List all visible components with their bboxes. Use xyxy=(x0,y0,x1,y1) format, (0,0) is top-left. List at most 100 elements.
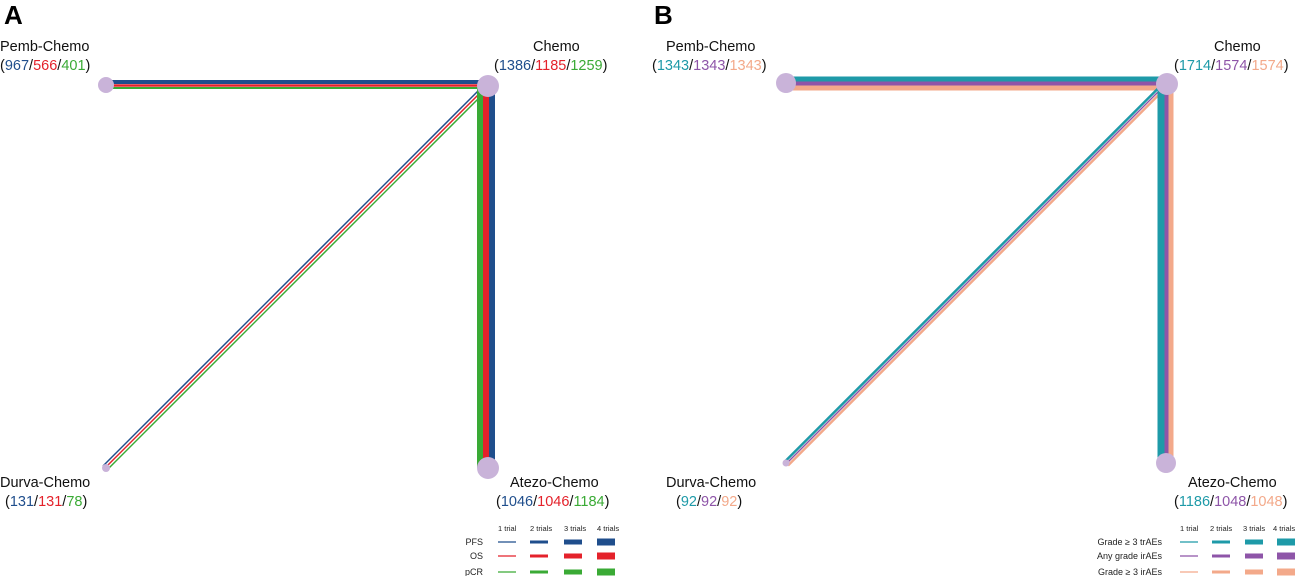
count-series3: 1343 xyxy=(729,58,761,74)
count-series1: 1186 xyxy=(1179,494,1210,510)
count-series2: 1185 xyxy=(535,58,566,74)
paren-close: ) xyxy=(82,494,87,510)
legend-b-row-2: Any grade irAEs xyxy=(1097,551,1163,561)
count-series1: 1343 xyxy=(657,58,689,74)
paren-close: ) xyxy=(605,494,610,510)
count-series3: 1259 xyxy=(570,58,602,74)
node-b-chemo-counts: (1714/1574/1574) xyxy=(1174,58,1289,74)
slash: / xyxy=(533,494,538,510)
count-series3: 1184 xyxy=(573,494,604,510)
count-series2: 92 xyxy=(701,494,717,510)
node-a-durva-counts: (131/131/78) xyxy=(5,494,87,510)
paren-close: ) xyxy=(1284,58,1289,74)
panel-a-legend: 1 trial 2 trials 3 trials 4 trials PFS O… xyxy=(465,524,619,576)
panel-a: A Pemb-Chemo (967/566/401) Chemo xyxy=(0,0,619,576)
paren-close: ) xyxy=(762,58,767,74)
paren-open: ( xyxy=(1174,58,1179,74)
node-b-durva-name: Durva-Chemo xyxy=(666,475,756,491)
node-a-chemo-counts: (1386/1185/1259) xyxy=(494,58,607,74)
legend-b-col-2: 2 trials xyxy=(1210,524,1232,533)
legend-a-col-2: 2 trials xyxy=(530,524,552,533)
node-a-chemo-name: Chemo xyxy=(533,39,580,55)
slash: / xyxy=(689,58,694,74)
node-b-atezo-counts: (1186/1048/1048) xyxy=(1174,494,1287,510)
count-series1: 967 xyxy=(5,58,29,74)
count-series2: 1343 xyxy=(693,58,725,74)
legend-b-swatches xyxy=(1180,538,1295,576)
legend-a-row-1: PFS xyxy=(465,537,483,547)
edge-a-durva-chemo-series3 xyxy=(107,86,491,470)
paren-close: ) xyxy=(86,58,91,74)
node-a-pemb xyxy=(98,77,114,93)
legend-a-col-3: 3 trials xyxy=(564,524,586,533)
node-a-pemb-name: Pemb-Chemo xyxy=(0,39,89,55)
count-series3: 92 xyxy=(721,494,737,510)
edge-b-durva-chemo-series3 xyxy=(787,84,1169,467)
slash: / xyxy=(1246,494,1251,510)
edge-b-durva-chemo-series2 xyxy=(785,83,1167,465)
panel-b-legend: 1 trial 2 trials 3 trials 4 trials Grade… xyxy=(1097,524,1295,576)
slash: / xyxy=(531,58,536,74)
panel-a-edges xyxy=(102,80,495,470)
node-b-atezo-name: Atezo-Chemo xyxy=(1188,475,1277,491)
node-b-pemb xyxy=(776,73,796,93)
count-series1: 131 xyxy=(10,494,34,510)
node-a-durva-name: Durva-Chemo xyxy=(0,475,90,491)
legend-a-col-4: 4 trials xyxy=(597,524,619,533)
slash: / xyxy=(62,494,67,510)
slash: / xyxy=(34,494,39,510)
slash: / xyxy=(57,58,62,74)
paren-close: ) xyxy=(737,494,742,510)
node-b-chemo-name: Chemo xyxy=(1214,39,1261,55)
paren-open: ( xyxy=(0,58,5,74)
node-a-durva xyxy=(102,464,110,472)
legend-a-swatches xyxy=(498,538,615,576)
node-b-pemb-name: Pemb-Chemo xyxy=(666,39,755,55)
slash: / xyxy=(1247,58,1252,74)
node-a-pemb-counts: (967/566/401) xyxy=(0,58,90,74)
legend-a-row-3: pCR xyxy=(465,567,484,576)
paren-open: ( xyxy=(496,494,501,510)
node-b-chemo xyxy=(1156,73,1178,95)
count-series3: 1574 xyxy=(1251,58,1283,74)
paren-open: ( xyxy=(676,494,681,510)
legend-b-col-1: 1 trial xyxy=(1180,524,1199,533)
node-b-pemb-counts: (1343/1343/1343) xyxy=(652,58,767,74)
paren-close: ) xyxy=(603,58,608,74)
count-series2: 131 xyxy=(38,494,62,510)
edge-a-durva-chemo-series2 xyxy=(104,84,489,469)
count-series1: 1386 xyxy=(499,58,531,74)
paren-open: ( xyxy=(1174,494,1179,510)
paren-open: ( xyxy=(5,494,10,510)
node-b-atezo xyxy=(1156,453,1176,473)
legend-b-row-1: Grade ≥ 3 trAEs xyxy=(1098,537,1163,547)
slash: / xyxy=(1210,494,1215,510)
count-series1: 1714 xyxy=(1179,58,1211,74)
slash: / xyxy=(569,494,574,510)
node-a-atezo xyxy=(477,457,499,479)
slash: / xyxy=(697,494,702,510)
slash: / xyxy=(717,494,722,510)
count-series2: 1048 xyxy=(1214,494,1246,510)
slash: / xyxy=(29,58,34,74)
legend-b-col-3: 3 trials xyxy=(1243,524,1265,533)
paren-open: ( xyxy=(652,58,657,74)
legend-a-row-2: OS xyxy=(470,551,483,561)
paren-open: ( xyxy=(494,58,499,74)
count-series1: 92 xyxy=(681,494,697,510)
count-series3: 78 xyxy=(66,494,82,510)
node-b-durva-counts: (92/92/92) xyxy=(676,494,742,510)
panel-b-letter: B xyxy=(654,0,673,30)
edge-a-durva-chemo-series1 xyxy=(102,83,486,467)
node-a-atezo-counts: (1046/1046/1184) xyxy=(496,494,609,510)
panel-b-edges xyxy=(783,76,1174,467)
slash: / xyxy=(1211,58,1216,74)
count-series2: 1046 xyxy=(537,494,569,510)
count-series1: 1046 xyxy=(501,494,533,510)
edge-b-durva-chemo-series1 xyxy=(783,81,1165,464)
legend-b-row-3: Grade ≥ 3 irAEs xyxy=(1098,567,1162,576)
paren-close: ) xyxy=(1283,494,1288,510)
node-b-durva xyxy=(782,459,790,467)
node-a-atezo-name: Atezo-Chemo xyxy=(510,475,599,491)
